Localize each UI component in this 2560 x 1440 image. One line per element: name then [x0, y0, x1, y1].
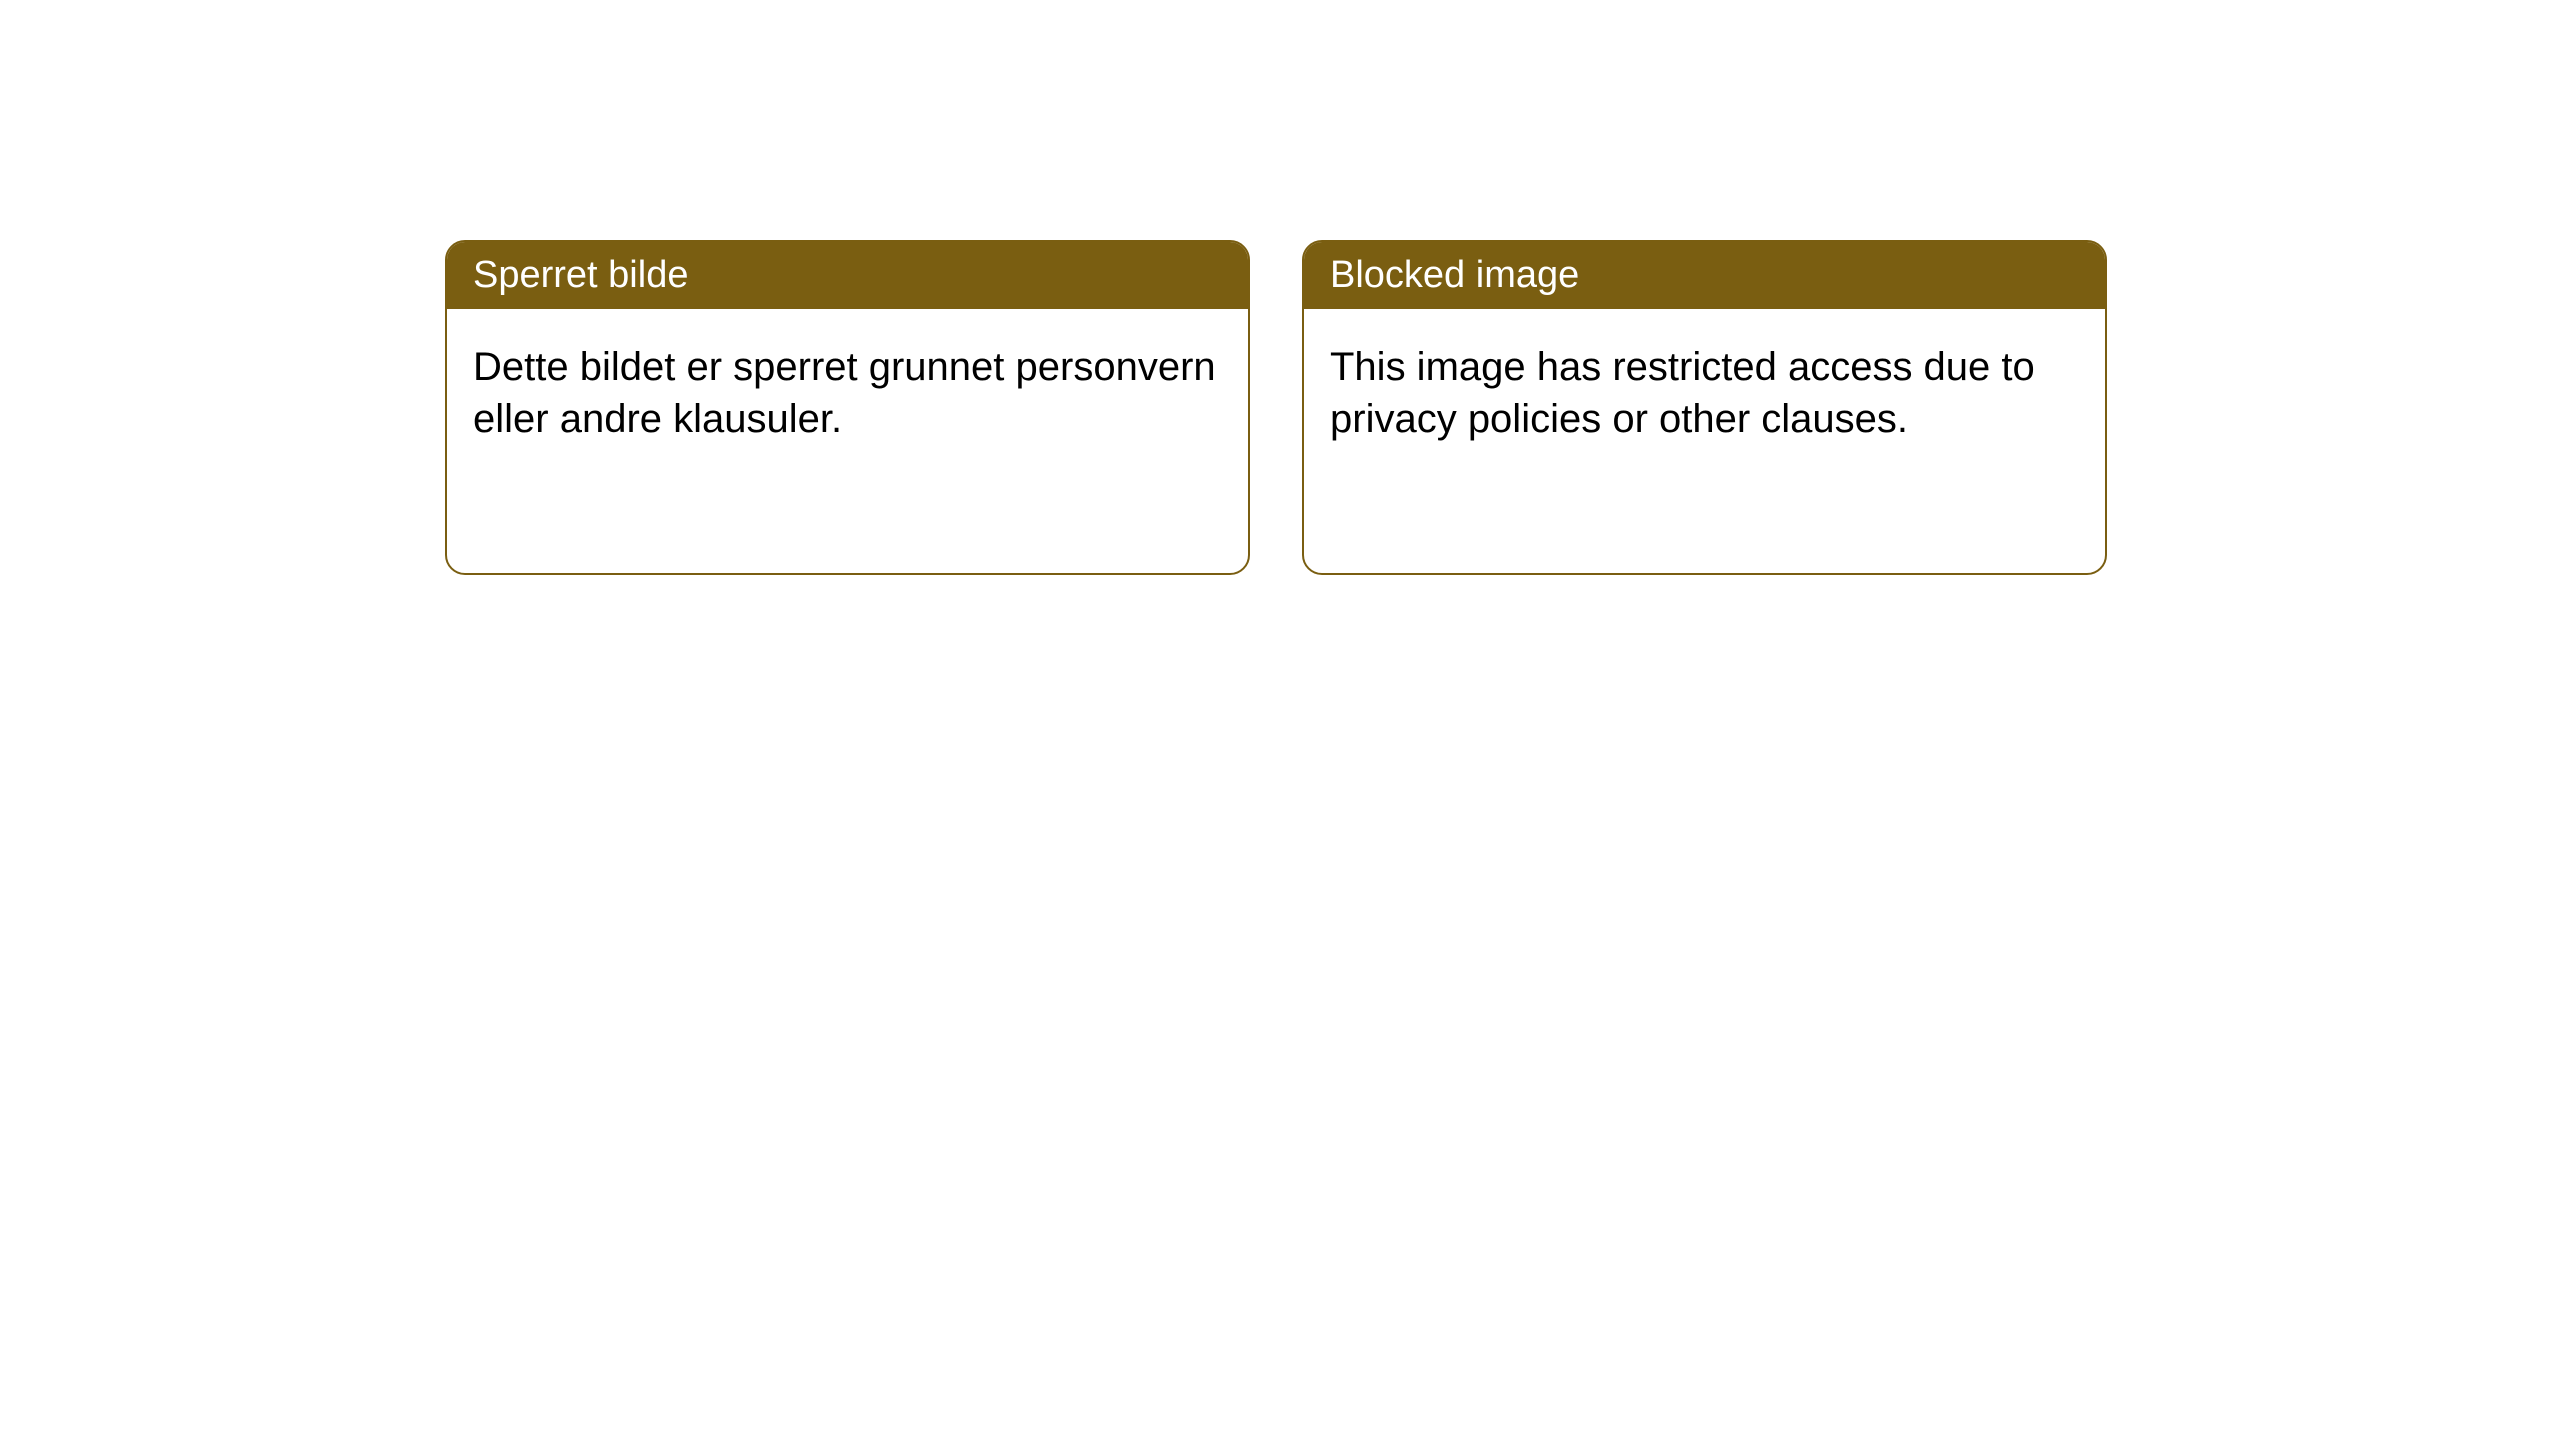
- notice-card-norwegian: Sperret bilde Dette bildet er sperret gr…: [445, 240, 1250, 575]
- notice-body-norwegian: Dette bildet er sperret grunnet personve…: [447, 309, 1248, 477]
- notice-title-norwegian: Sperret bilde: [447, 242, 1248, 309]
- notice-container: Sperret bilde Dette bildet er sperret gr…: [445, 240, 2107, 575]
- notice-title-english: Blocked image: [1304, 242, 2105, 309]
- notice-body-english: This image has restricted access due to …: [1304, 309, 2105, 477]
- notice-card-english: Blocked image This image has restricted …: [1302, 240, 2107, 575]
